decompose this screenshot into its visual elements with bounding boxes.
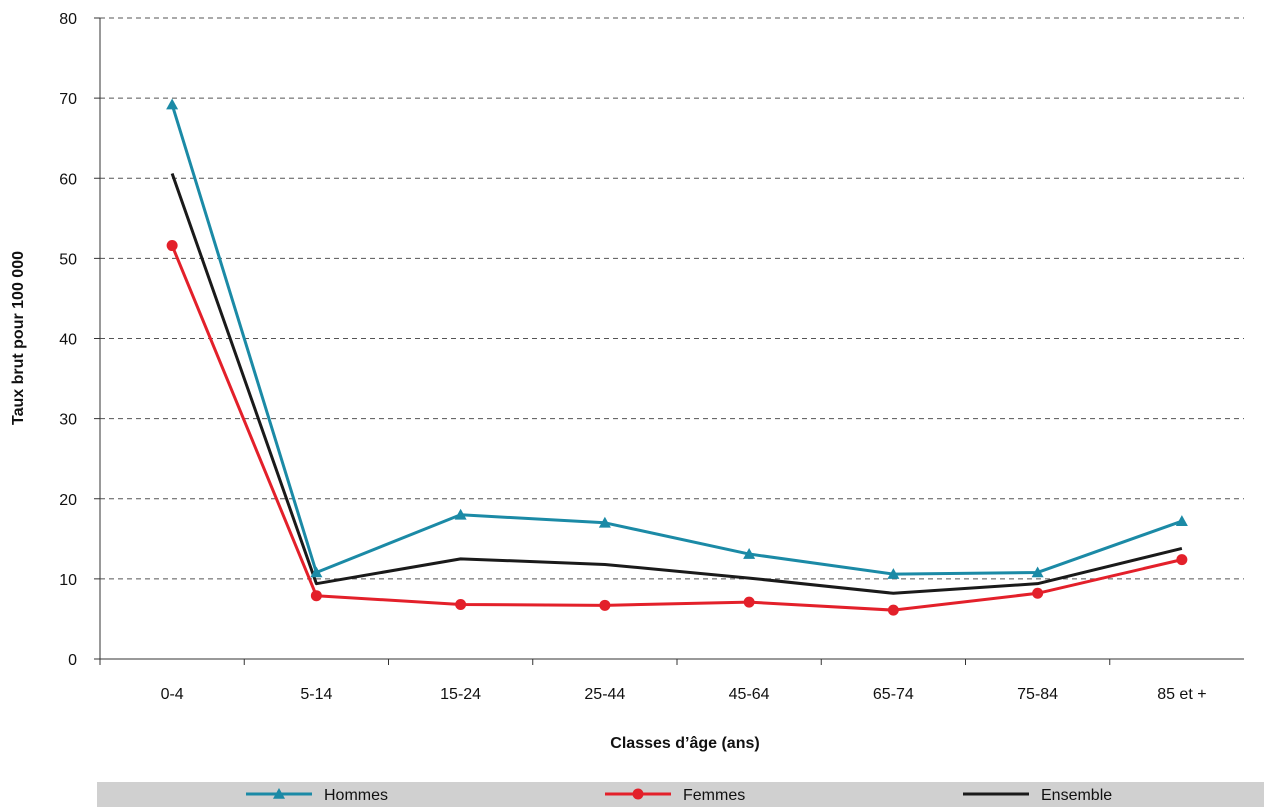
data-point-femmes xyxy=(599,599,611,611)
x-tick-label: 25-44 xyxy=(584,686,625,703)
y-axis-title: Taux brut pour 100 000 xyxy=(10,251,27,425)
data-point-hommes xyxy=(1175,515,1188,526)
y-tick-label: 80 xyxy=(59,11,77,28)
legend-label-ensemble: Ensemble xyxy=(1041,787,1112,804)
axes xyxy=(94,17,1244,665)
data-point-hommes xyxy=(1031,566,1044,578)
data-point-femmes xyxy=(310,590,322,602)
x-tick-label: 0-4 xyxy=(161,686,184,703)
data-point-hommes xyxy=(887,568,900,579)
data-point-femmes xyxy=(743,596,755,608)
y-tick-labels: 0 10 20 30 40 50 60 70 80 xyxy=(59,11,77,669)
data-point-hommes xyxy=(454,508,467,520)
series-line-ensemble xyxy=(170,172,1183,595)
y-tick-label: 0 xyxy=(68,652,77,669)
y-tick-label: 60 xyxy=(59,171,77,188)
legend-label-hommes: Hommes xyxy=(324,787,388,804)
y-tick-label: 30 xyxy=(59,412,77,429)
series-line-hommes xyxy=(170,104,1183,576)
legend-marker-hommes xyxy=(273,788,285,799)
x-axis-title: Classes d’âge (ans) xyxy=(610,735,759,752)
x-tick-label: 15-24 xyxy=(440,686,481,703)
y-tick-label: 70 xyxy=(59,91,77,108)
series-markers xyxy=(166,98,1188,616)
x-tick-label: 75-84 xyxy=(1017,686,1058,703)
data-point-femmes xyxy=(1032,587,1044,599)
data-point-hommes xyxy=(310,566,323,578)
gridlines xyxy=(100,17,1244,580)
series-lines xyxy=(170,104,1183,612)
y-tick-label: 10 xyxy=(59,572,77,589)
data-point-hommes xyxy=(166,98,179,110)
legend-items: Hommes Femmes Ensemble xyxy=(246,787,1112,804)
data-point-femmes xyxy=(166,240,178,252)
legend-label-femmes: Femmes xyxy=(683,787,745,804)
data-point-femmes xyxy=(887,604,899,616)
legend-marker-femmes xyxy=(632,788,644,800)
x-tick-label: 65-74 xyxy=(873,686,914,703)
x-tick-label: 85 et + xyxy=(1157,686,1206,703)
y-tick-label: 50 xyxy=(59,251,77,268)
data-point-femmes xyxy=(1176,554,1188,566)
data-point-hommes xyxy=(598,516,611,528)
x-tick-label: 45-64 xyxy=(729,686,770,703)
data-point-femmes xyxy=(455,599,467,611)
series-line-femmes xyxy=(170,244,1183,612)
data-point-hommes xyxy=(743,548,756,559)
x-tick-labels: 0-4 5-14 15-24 25-44 45-64 65-74 75-84 85 et + xyxy=(161,686,1207,703)
x-tick-label: 5-14 xyxy=(300,686,332,703)
y-tick-label: 40 xyxy=(59,332,77,349)
y-tick-label: 20 xyxy=(59,492,77,509)
legend: Hommes Femmes Ensemble xyxy=(97,782,1264,807)
